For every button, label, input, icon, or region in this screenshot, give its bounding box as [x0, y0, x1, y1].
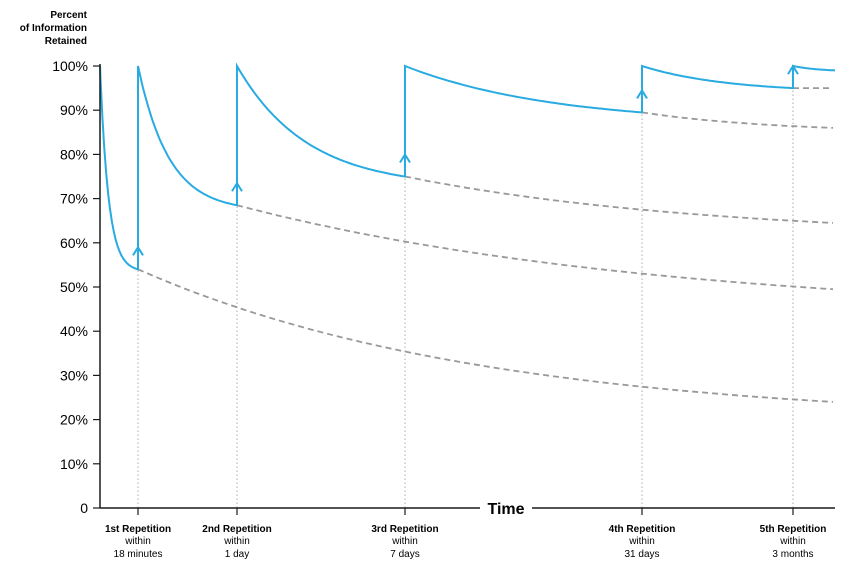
repetition-arrow	[231, 181, 243, 192]
repetition-within: within	[223, 536, 250, 547]
repetition-arrow	[399, 152, 411, 164]
repetition-arrow	[636, 88, 648, 99]
repetition-interval: 18 minutes	[114, 549, 163, 560]
y-tick-label: 30%	[60, 367, 88, 383]
decay-projection-curves	[137, 87, 834, 403]
repetition-arrow	[787, 64, 799, 75]
y-tick-label: 60%	[60, 235, 88, 251]
y-axis-ticks: 0 10% 20% 30% 40% 50% 60% 70% 80% 90% 100%	[52, 58, 100, 516]
y-tick-label: 80%	[60, 146, 88, 162]
repetition-within: within	[779, 536, 806, 547]
x-axis-title: Time	[487, 501, 524, 518]
retention-curve-group	[99, 62, 836, 271]
y-tick-label: 20%	[60, 412, 88, 428]
repetition-arrow	[132, 245, 144, 256]
repetition-title: 4th Repetition	[609, 524, 676, 535]
repetition-title: 5th Repetition	[760, 524, 827, 535]
repetition-interval: 1 day	[225, 549, 249, 560]
repetition-interval: 31 days	[624, 549, 659, 560]
repetition-within: within	[391, 536, 418, 547]
y-axis-title-line-2: of Information	[20, 23, 87, 34]
y-tick-label: 70%	[60, 191, 88, 207]
decay-projection-curve	[236, 204, 834, 291]
y-tick-label: 90%	[60, 102, 88, 118]
repetition-title: 3rd Repetition	[371, 524, 438, 535]
y-tick-label: 40%	[60, 323, 88, 339]
repetition-within: within	[628, 536, 655, 547]
repetition-interval: 3 months	[772, 549, 813, 560]
repetition-title: 1st Repetition	[105, 524, 171, 535]
y-tick-label: 100%	[52, 58, 88, 74]
y-axis-title: Percent of Information Retained	[20, 10, 88, 47]
repetition-title: 2nd Repetition	[202, 524, 271, 535]
decay-projection-curve	[404, 175, 834, 224]
axes: Time	[99, 64, 835, 518]
y-tick-label: 0	[80, 500, 88, 516]
repetition-within: within	[124, 536, 151, 547]
decay-projection-curve	[641, 111, 834, 129]
retention-curve	[99, 62, 836, 271]
y-axis-title-line-3: Retained	[45, 36, 87, 47]
y-tick-label: 50%	[60, 279, 88, 295]
y-tick-label: 10%	[60, 456, 88, 472]
repetition-interval: 7 days	[390, 549, 419, 560]
y-axis-title-line-1: Percent	[50, 10, 87, 21]
decay-projection-curve	[137, 268, 834, 403]
